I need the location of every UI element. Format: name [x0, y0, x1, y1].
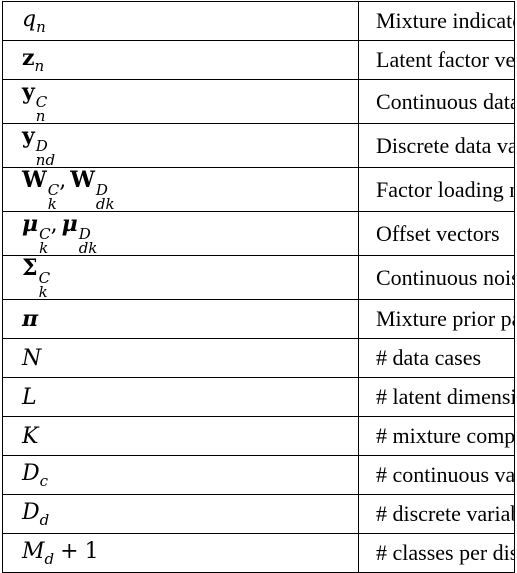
description-cell: # continuous variables: [358, 455, 515, 495]
symbol-cell: π: [2, 299, 359, 339]
symbol-cell: Dc: [2, 455, 359, 495]
description-cell: Continuous data vector: [358, 79, 515, 124]
table-row: Dd # discrete variables: [2, 494, 515, 534]
table-row: π Mixture prior parameter: [2, 299, 515, 339]
table-row: K # mixture components: [2, 416, 515, 456]
description-cell: Discrete data variable: [358, 123, 515, 168]
symbol-cell: N: [2, 338, 359, 378]
description-cell: Latent factor vector: [358, 40, 515, 80]
symbol-cell: zn: [2, 40, 359, 80]
description-cell: # classes per discrete variable: [358, 533, 515, 573]
table-row: Dc # continuous variables: [2, 455, 515, 495]
symbol-L: L: [22, 384, 37, 410]
symbol-K: K: [22, 423, 39, 449]
symbol-M-d-plus-1: Md +1: [22, 539, 99, 568]
description-cell: Factor loading matrices: [358, 167, 515, 212]
symbol-N: N: [22, 345, 42, 371]
symbol-q-n: qn: [22, 7, 46, 36]
description-cell: Mixture indicator variable: [358, 1, 515, 41]
table-row: N # data cases: [2, 338, 515, 378]
table-row: zn Latent factor vector: [2, 40, 515, 80]
description-cell: # discrete variables: [358, 494, 515, 534]
symbol-D-d: Dd: [22, 500, 50, 529]
table-row: qn Mixture indicator variable: [2, 1, 515, 41]
description-cell: # latent dimensions: [358, 377, 515, 417]
symbol-cell: Md +1: [2, 533, 359, 573]
description-cell: Continuous noise covariance: [358, 255, 515, 300]
symbol-cell: L: [2, 377, 359, 417]
table-row: Md+1 # classes per discrete variable: [2, 533, 515, 573]
table-row: ΣCk Continuous noise covariance: [2, 255, 515, 300]
symbol-D-c: Dc: [22, 461, 49, 490]
symbol-cell: K: [2, 416, 359, 456]
description-cell: # mixture components: [358, 416, 515, 456]
symbol-cell: qn: [2, 1, 359, 41]
table-row: L # latent dimensions: [2, 377, 515, 417]
symbol-cell: Dd: [2, 494, 359, 534]
symbol-z-n: zn: [22, 45, 45, 75]
description-cell: Mixture prior parameter: [358, 299, 515, 339]
description-cell: Offset vectors: [358, 211, 515, 256]
symbol-pi: π: [22, 305, 39, 332]
description-cell: # data cases: [358, 338, 515, 378]
table-row: yCn Continuous data vector: [2, 79, 515, 124]
